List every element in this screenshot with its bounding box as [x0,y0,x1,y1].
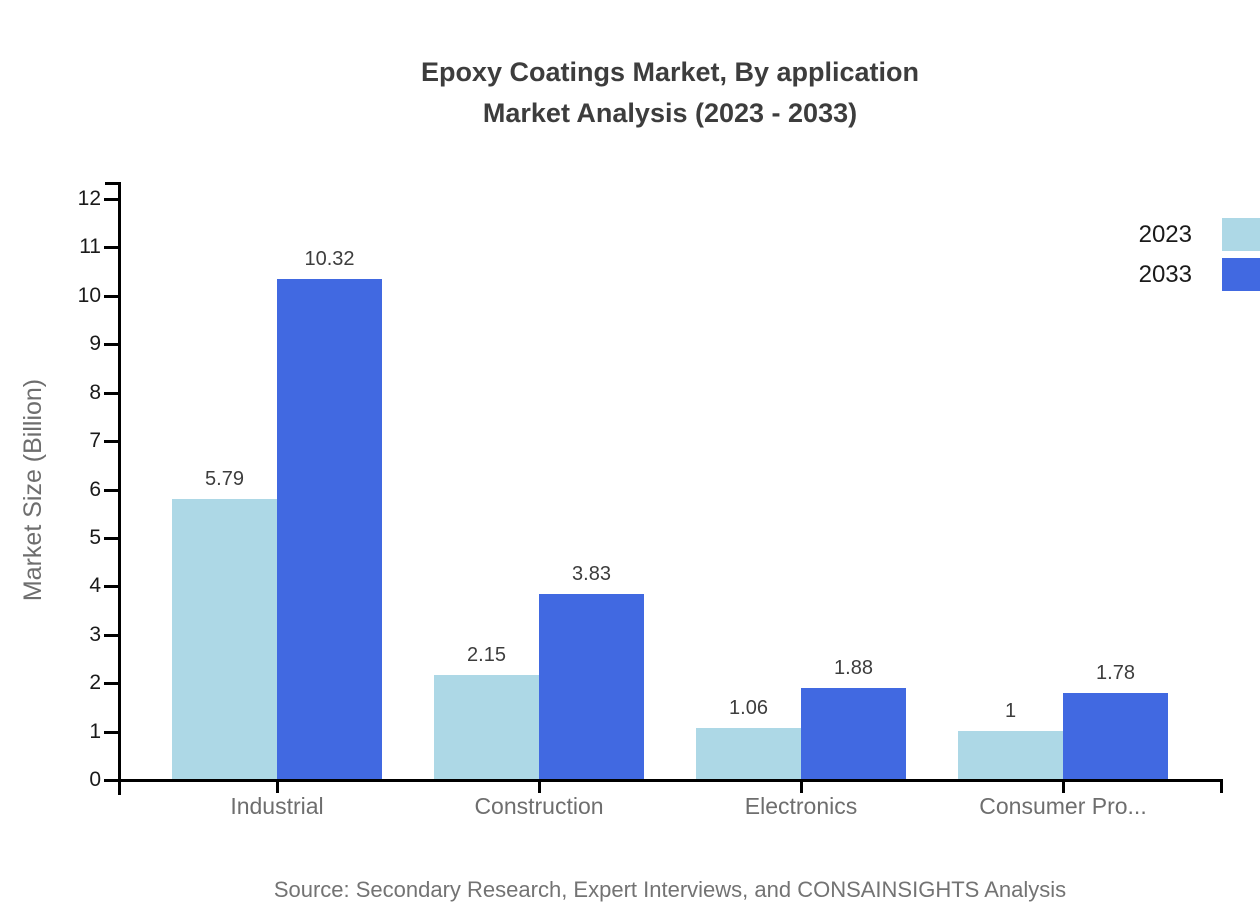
chart-title-line2: Market Analysis (2023 - 2033) [482,98,858,128]
y-tick [104,488,118,492]
legend-label-2023: 2023 [1138,220,1192,248]
x-category-label: Industrial [230,793,324,819]
y-tick [104,682,118,686]
y-tick [104,633,118,637]
x-tick [276,779,279,793]
y-tick [104,343,118,347]
y-tick [104,585,118,589]
bar-electronics-2033 [801,688,906,779]
y-tick [104,730,118,734]
value-label-electronics-2023: 1.06 [729,697,768,719]
y-tick-label: 3 [89,622,101,646]
y-tick-label: 2 [89,671,101,695]
value-label-construction-2023: 2.15 [467,644,506,666]
y-tick [104,440,118,444]
y-tick [104,198,118,201]
y-tick-label: 8 [89,380,101,404]
x-tick [538,779,541,793]
chart-title: Epoxy Coatings Market, By application Ma… [120,52,1220,134]
y-tick-label: 10 [77,283,101,307]
value-label-industrial-2023: 5.79 [205,468,244,490]
bar-construction-2033 [539,594,644,779]
y-tick [104,391,118,395]
x-axis-line [117,779,1223,782]
y-tick-label: 12 [77,187,101,210]
y-tick-label: 5 [89,525,101,549]
legend-swatch-2033 [1222,258,1260,291]
y-axis-endcap-tick [105,182,118,185]
bar-consumer-pro-2023 [958,731,1063,779]
bar-industrial-2033 [277,279,382,779]
y-tick-label: 1 [89,719,101,743]
legend-label-2033: 2033 [1138,260,1192,288]
y-tick-label: 6 [89,477,101,501]
bar-construction-2023 [434,675,539,779]
bar-industrial-2023 [172,499,277,779]
x-axis-endcap-tick [1220,779,1223,793]
y-tick [104,246,118,250]
value-label-consumer-pro-2033: 1.78 [1096,662,1135,684]
chart-title-line1: Epoxy Coatings Market, By application [420,57,920,87]
y-tick-label: 4 [89,574,101,598]
value-label-consumer-pro-2023: 1 [1004,700,1017,722]
bar-electronics-2023 [696,728,801,779]
y-tick [104,294,118,298]
y-tick-label: 9 [89,332,101,356]
x-category-label: Construction [474,793,604,819]
y-tick-label: 7 [89,429,101,453]
y-tick-label: 11 [79,235,101,259]
y-axis-line [118,182,121,795]
y-tick [104,536,118,540]
legend-item-2023: 2023 [1139,218,1260,251]
x-tick [1062,779,1065,793]
bar-consumer-pro-2033 [1063,693,1168,779]
legend-swatch-2023 [1222,218,1260,251]
value-label-industrial-2033: 10.32 [304,248,355,270]
value-label-construction-2033: 3.83 [572,563,611,585]
x-category-label: Electronics [744,793,858,819]
x-tick [800,779,803,793]
y-tick-label: 0 [89,768,101,791]
source-note: Source: Secondary Research, Expert Inter… [273,877,1067,902]
x-category-label: Consumer Pro... [979,793,1147,819]
y-tick [104,779,118,782]
legend-item-2033: 2033 [1139,258,1260,291]
legend: 2023 2033 [1139,218,1260,291]
value-label-electronics-2033: 1.88 [834,657,873,679]
